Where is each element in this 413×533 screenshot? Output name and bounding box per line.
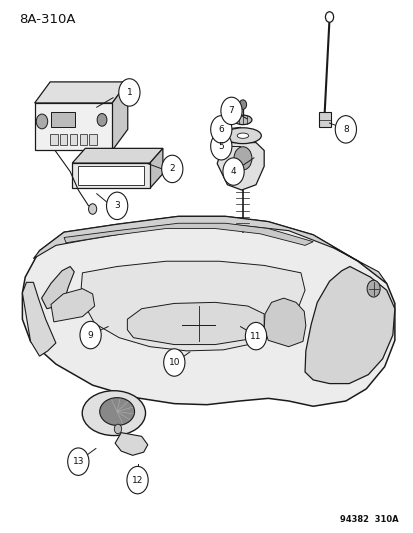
Polygon shape bbox=[304, 266, 394, 384]
Ellipse shape bbox=[100, 398, 134, 425]
Circle shape bbox=[366, 280, 379, 297]
Ellipse shape bbox=[233, 115, 252, 125]
Circle shape bbox=[36, 114, 47, 129]
FancyBboxPatch shape bbox=[60, 134, 67, 145]
FancyBboxPatch shape bbox=[89, 134, 97, 145]
Text: 7: 7 bbox=[228, 107, 234, 116]
Text: 1: 1 bbox=[126, 88, 132, 97]
Circle shape bbox=[106, 192, 128, 220]
Text: 12: 12 bbox=[132, 475, 143, 484]
FancyBboxPatch shape bbox=[318, 112, 330, 127]
Circle shape bbox=[114, 424, 121, 434]
Text: 8: 8 bbox=[342, 125, 348, 134]
Text: 4: 4 bbox=[230, 167, 236, 176]
Circle shape bbox=[68, 448, 89, 475]
Ellipse shape bbox=[237, 133, 248, 139]
Circle shape bbox=[119, 79, 140, 106]
FancyBboxPatch shape bbox=[70, 134, 77, 145]
Polygon shape bbox=[127, 302, 263, 344]
Text: 6: 6 bbox=[218, 125, 223, 134]
Polygon shape bbox=[22, 282, 56, 356]
Polygon shape bbox=[72, 163, 150, 189]
Text: 94382  310A: 94382 310A bbox=[339, 515, 398, 524]
Circle shape bbox=[325, 12, 333, 22]
Text: 5: 5 bbox=[218, 142, 223, 151]
Circle shape bbox=[163, 349, 185, 376]
Text: 13: 13 bbox=[72, 457, 84, 466]
Circle shape bbox=[233, 147, 252, 170]
Polygon shape bbox=[51, 289, 95, 322]
Circle shape bbox=[161, 155, 183, 183]
Polygon shape bbox=[33, 216, 386, 284]
Circle shape bbox=[127, 466, 148, 494]
Text: 11: 11 bbox=[250, 332, 261, 341]
Polygon shape bbox=[22, 216, 394, 406]
Circle shape bbox=[210, 133, 231, 160]
FancyBboxPatch shape bbox=[79, 134, 87, 145]
Text: 10: 10 bbox=[168, 358, 180, 367]
Polygon shape bbox=[35, 103, 112, 150]
Polygon shape bbox=[41, 266, 74, 309]
Circle shape bbox=[335, 116, 356, 143]
Polygon shape bbox=[263, 298, 305, 346]
Ellipse shape bbox=[224, 128, 261, 143]
Polygon shape bbox=[64, 223, 313, 245]
Polygon shape bbox=[150, 148, 162, 189]
Circle shape bbox=[210, 116, 231, 143]
FancyBboxPatch shape bbox=[78, 166, 143, 185]
FancyBboxPatch shape bbox=[50, 134, 57, 145]
Circle shape bbox=[80, 321, 101, 349]
Circle shape bbox=[222, 158, 244, 185]
Text: 9: 9 bbox=[88, 330, 93, 340]
Text: 2: 2 bbox=[169, 164, 175, 173]
Polygon shape bbox=[81, 261, 304, 351]
Circle shape bbox=[239, 100, 246, 109]
Polygon shape bbox=[115, 433, 147, 455]
Circle shape bbox=[88, 204, 97, 214]
Circle shape bbox=[221, 97, 242, 125]
Polygon shape bbox=[35, 82, 128, 103]
Text: 3: 3 bbox=[114, 201, 120, 211]
FancyBboxPatch shape bbox=[51, 112, 75, 127]
Circle shape bbox=[97, 114, 107, 126]
Circle shape bbox=[245, 322, 266, 350]
Text: 8A-310A: 8A-310A bbox=[19, 13, 76, 26]
Ellipse shape bbox=[82, 391, 145, 435]
Polygon shape bbox=[112, 82, 128, 150]
Polygon shape bbox=[72, 148, 162, 163]
Polygon shape bbox=[217, 142, 263, 190]
